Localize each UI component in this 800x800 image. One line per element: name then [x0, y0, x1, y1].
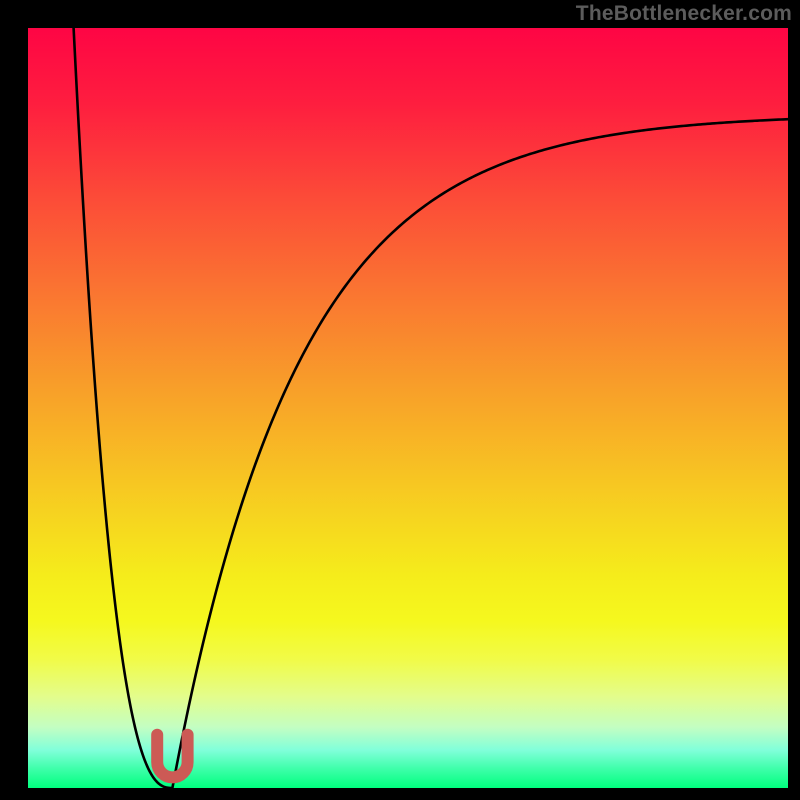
bottleneck-chart — [0, 0, 800, 800]
watermark-text: TheBottlenecker.com — [576, 2, 792, 26]
plot-background — [28, 28, 788, 788]
